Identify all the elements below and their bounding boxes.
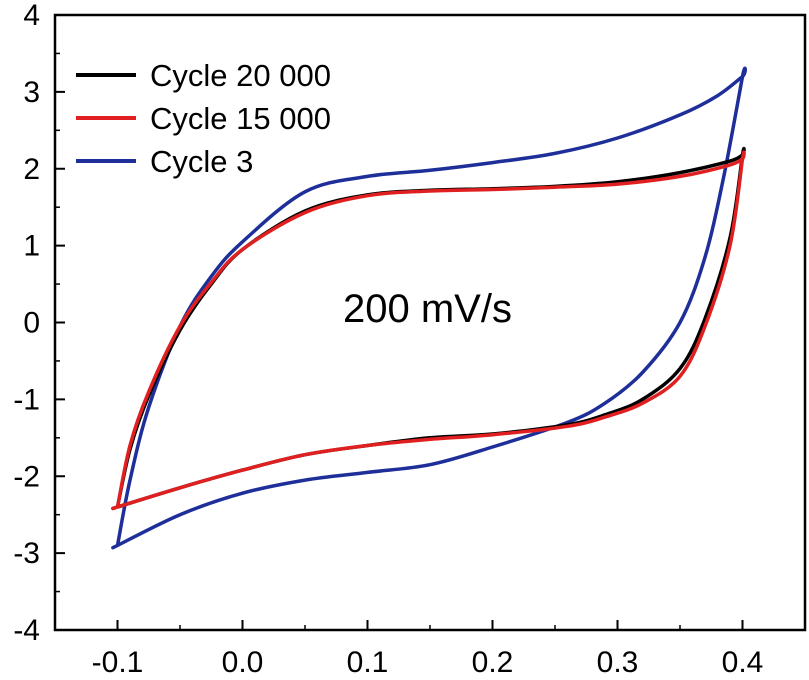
y-tick-label: -3 [13, 537, 40, 570]
legend-label-cycle-15000: Cycle 15 000 [150, 101, 331, 136]
x-tick-label: 0.3 [597, 646, 639, 679]
legend: Cycle 20 000 Cycle 15 000 Cycle 3 [76, 58, 331, 179]
x-tick-label: 0.4 [722, 646, 764, 679]
axis-ticks [55, 14, 744, 631]
y-tick-label: 3 [23, 76, 40, 109]
series-line-cycle-15-000 [111, 150, 746, 511]
scan-rate-annotation: 200 mV/s [343, 287, 512, 331]
series-lines [111, 66, 747, 550]
x-tick-label: 0.0 [222, 646, 264, 679]
y-tick-label: 2 [23, 153, 40, 186]
y-tick-label: -1 [13, 383, 40, 416]
y-tick-label: -2 [13, 460, 40, 493]
series-line-cycle-3 [111, 66, 747, 550]
legend-label-cycle-3: Cycle 3 [150, 144, 253, 179]
x-tick-label: 0.1 [347, 646, 389, 679]
y-tick-label: 4 [23, 0, 40, 32]
x-tick-label: -0.1 [92, 646, 144, 679]
y-tick-label: -4 [13, 614, 40, 647]
y-tick-label: 0 [23, 307, 40, 340]
x-tick-label: 0.2 [472, 646, 514, 679]
tick-labels: -0.1 0.0 0.1 0.2 0.3 0.4 -4 -3 -2 -1 0 1 2 3 4 [13, 0, 763, 679]
y-tick-label: 1 [23, 230, 40, 263]
legend-label-cycle-20000: Cycle 20 000 [150, 58, 331, 93]
